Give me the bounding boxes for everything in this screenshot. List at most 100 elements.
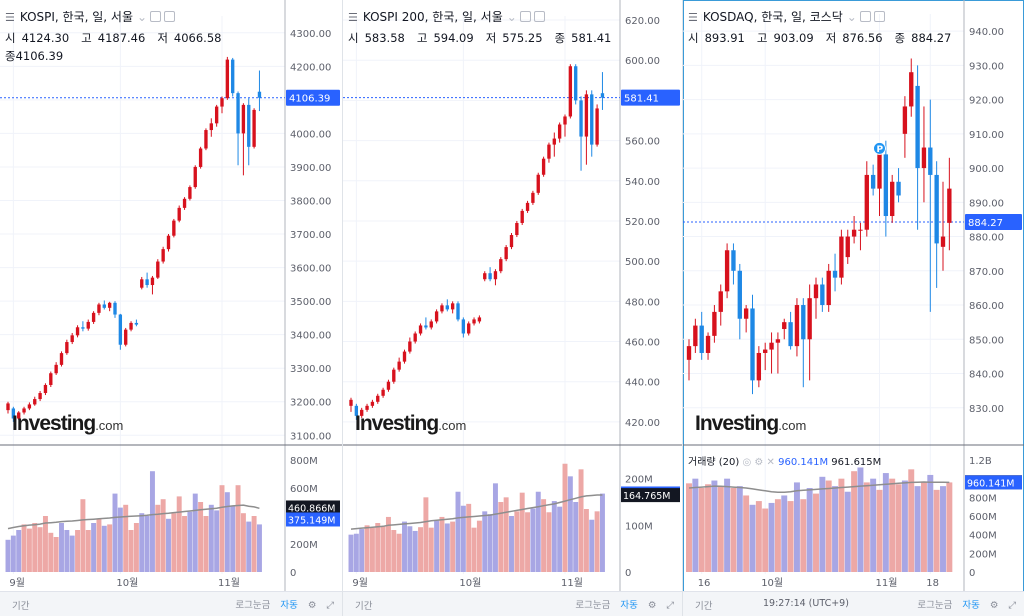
candle-down: [788, 322, 793, 347]
candle-up: [515, 222, 519, 236]
price-tick-label: 540.00: [625, 177, 660, 188]
candle-down: [424, 325, 428, 328]
log-scale-toggle[interactable]: 로그눈금: [575, 600, 611, 611]
candle-up: [156, 261, 160, 278]
volume-tick-label: 600M: [290, 484, 318, 495]
gear-icon[interactable]: ⚙: [307, 600, 317, 611]
close-panel-icon[interactable]: [873, 11, 885, 22]
chart-panel-kospi200[interactable]: 420.00 440.00 460.00 480.00 500.00 520.00 540.…: [343, 0, 682, 616]
auto-scale-toggle[interactable]: 자동: [620, 600, 638, 611]
expand-icon[interactable]: ⤢: [1008, 600, 1016, 611]
settings-icon[interactable]: [859, 11, 871, 22]
high-value: 4187.46: [97, 31, 146, 45]
candle-down: [456, 303, 460, 320]
time-tick-label: 9월: [352, 577, 368, 589]
expand-icon[interactable]: ⤢: [326, 600, 334, 611]
candle-down: [801, 305, 806, 340]
volume-bar: [724, 478, 731, 572]
collapse-chevron-icon[interactable]: ⌄: [137, 10, 148, 24]
volume-bar: [123, 504, 129, 572]
auto-scale-toggle[interactable]: 자동: [280, 600, 298, 611]
volume-tick-label: 400M: [969, 531, 997, 542]
volume-bar: [762, 508, 769, 572]
high-value: 903.09: [773, 31, 814, 45]
collapse-chevron-icon[interactable]: ⌄: [506, 10, 517, 24]
candle-up: [6, 403, 10, 411]
settings-icon[interactable]: [519, 11, 531, 22]
close-value: 4106.39: [15, 49, 64, 63]
chart-panel-kospi[interactable]: 3100.00 3200.00 3300.00 3400.00 3500.00 3600.…: [0, 0, 342, 616]
volume-bar: [439, 516, 445, 572]
volume-bar: [530, 508, 536, 572]
period-label[interactable]: 기간: [695, 601, 713, 612]
candle-up: [712, 311, 717, 336]
candle-up: [467, 323, 471, 334]
volume-value-badge: [286, 500, 340, 515]
volume-bar: [749, 504, 756, 572]
volume-bar: [583, 509, 589, 572]
settings-icon[interactable]: [150, 11, 162, 22]
volume-bar: [466, 503, 472, 572]
chart-menu-icon[interactable]: ☰: [348, 11, 358, 24]
close-panel-icon[interactable]: [533, 11, 545, 22]
volume-value-label: 460.866M: [288, 503, 335, 514]
candle-up: [845, 236, 850, 258]
chart-panel-kosdaq[interactable]: 830.00 840.00 850.00 860.00 870.00 880.00 890.…: [683, 0, 1024, 616]
candle-up: [214, 106, 219, 124]
volume-bar: [182, 516, 188, 572]
candle-up: [531, 192, 535, 203]
price-tick-label: 3400.00: [290, 331, 331, 342]
last-price-badge: [621, 89, 680, 106]
volume-tick-label: 1.2B: [969, 456, 992, 467]
candle-up: [693, 325, 698, 347]
candle-up: [220, 98, 224, 107]
candle-up: [826, 270, 831, 306]
price-tick-label: 3800.00: [290, 196, 331, 207]
candle-up: [386, 381, 391, 390]
log-scale-toggle[interactable]: 로그눈금: [235, 600, 271, 611]
volume-bar: [851, 471, 858, 572]
candle-up: [397, 361, 401, 370]
collapse-chevron-icon[interactable]: ⌄: [846, 10, 857, 24]
candle-down: [737, 270, 742, 319]
gear-icon[interactable]: ⚙: [989, 600, 999, 611]
period-label[interactable]: 기간: [12, 601, 30, 612]
kospi200-chart-svg[interactable]: 420.00 440.00 460.00 480.00 500.00 520.00 540.…: [343, 0, 682, 616]
kosdaq-chart-svg[interactable]: 830.00 840.00 850.00 860.00 870.00 880.00 890.…: [683, 0, 1024, 616]
volume-bar: [876, 489, 883, 572]
volume-bar: [519, 492, 525, 572]
volume-bar: [208, 504, 214, 572]
gear-icon[interactable]: ⚙: [647, 600, 657, 611]
chart-menu-icon[interactable]: ☰: [688, 11, 698, 24]
kospi-chart-svg[interactable]: 3100.00 3200.00 3300.00 3400.00 3500.00 3600.…: [0, 0, 342, 616]
time-tick-label: 16: [698, 578, 711, 589]
volume-bar: [525, 512, 531, 572]
candle-down: [600, 93, 605, 98]
volume-bar: [428, 527, 434, 572]
chart-footer: 기간 로그눈금 자동 ⚙ ⤢: [343, 591, 682, 616]
price-tick-label: 460.00: [625, 338, 660, 349]
candle-up: [22, 408, 26, 413]
volume-bar: [418, 527, 424, 572]
candle-down: [928, 147, 933, 175]
close-value: 581.41: [571, 31, 612, 45]
log-scale-toggle[interactable]: 로그눈금: [917, 600, 953, 611]
candle-up: [864, 174, 869, 230]
volume-bar: [895, 484, 902, 572]
volume-bar: [75, 530, 81, 572]
candle-up: [75, 327, 80, 336]
candle-up: [413, 333, 417, 342]
auto-scale-toggle[interactable]: 자동: [962, 600, 980, 611]
volume-bar: [112, 493, 118, 572]
chart-menu-icon[interactable]: ☰: [5, 11, 15, 24]
close-panel-icon[interactable]: [164, 11, 176, 22]
expand-icon[interactable]: ⤢: [666, 600, 674, 611]
candle-up: [54, 364, 58, 374]
candle-down: [699, 325, 704, 353]
candle-up: [705, 335, 711, 353]
volume-bar: [144, 516, 150, 572]
candle-up: [877, 154, 882, 189]
last-price-label: 581.41: [624, 94, 659, 105]
period-label[interactable]: 기간: [355, 601, 373, 612]
price-tick-label: 3300.00: [290, 364, 331, 375]
